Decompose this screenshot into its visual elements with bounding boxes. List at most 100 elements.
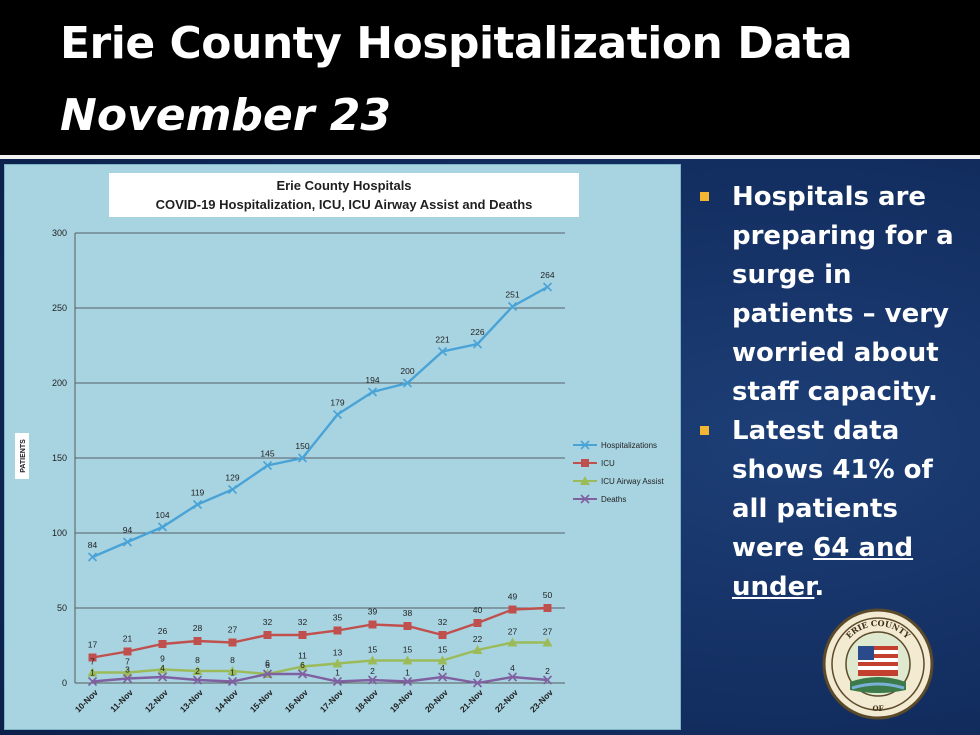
y-tick-label: 250 — [52, 303, 67, 313]
data-point — [193, 637, 202, 645]
series-line — [92, 641, 548, 676]
data-point — [332, 676, 343, 687]
data-point — [402, 655, 413, 665]
bullet-marker-icon — [700, 426, 709, 435]
x-tick-label: 23-Nov — [528, 687, 555, 714]
data-point — [87, 676, 98, 687]
x-tick-label: 20-Nov — [423, 687, 450, 714]
data-label: 4 — [440, 663, 445, 673]
data-point — [262, 460, 273, 471]
data-point — [438, 631, 447, 639]
data-label: 4 — [160, 663, 165, 673]
data-label: 17 — [88, 640, 98, 650]
data-point — [437, 346, 448, 357]
data-label: 8 — [230, 655, 235, 665]
y-tick-label: 150 — [52, 453, 67, 463]
x-tick-label: 16-Nov — [283, 687, 310, 714]
bullet-marker-icon — [700, 192, 709, 201]
data-point — [367, 387, 378, 397]
data-label: 32 — [298, 617, 308, 627]
data-label: 1 — [335, 668, 340, 678]
data-point — [507, 672, 518, 682]
legend-marker — [580, 494, 590, 504]
data-label: 264 — [540, 270, 554, 280]
data-label: 49 — [508, 592, 518, 602]
data-point — [192, 675, 203, 685]
line-chart: Erie County Hospitals COVID-19 Hospitali… — [15, 173, 664, 714]
data-label: 119 — [191, 488, 205, 498]
data-point — [473, 619, 482, 627]
bullet-text: Latest data shows 41% of all patients we… — [732, 416, 933, 563]
data-label: 27 — [228, 625, 238, 635]
data-label: 8 — [195, 655, 200, 665]
data-point — [157, 664, 168, 674]
x-tick-label: 17-Nov — [318, 687, 345, 714]
y-tick-label: 300 — [52, 228, 67, 238]
data-point — [227, 666, 238, 675]
y-tick-label: 100 — [52, 528, 67, 538]
data-point — [192, 666, 203, 675]
data-label: 7 — [125, 657, 130, 667]
bullet-text-end: . — [814, 572, 825, 602]
data-point — [332, 409, 343, 420]
bullet-list: Hospitals are preparing for a surge in p… — [700, 178, 975, 607]
data-point — [543, 604, 552, 612]
erie-county-seal-icon: ERIE COUNTY OF — [822, 608, 934, 720]
data-point — [123, 647, 132, 656]
data-point — [507, 637, 518, 647]
data-point — [228, 638, 237, 647]
data-point — [507, 301, 518, 312]
y-tick-label: 0 — [62, 678, 67, 688]
x-tick-label: 13-Nov — [178, 687, 205, 714]
data-label: 251 — [505, 290, 519, 300]
y-tick-label: 200 — [52, 378, 67, 388]
data-label: 15 — [438, 645, 448, 655]
data-point — [262, 669, 273, 679]
data-label: 221 — [435, 335, 449, 345]
data-point — [122, 667, 133, 677]
data-label: 84 — [88, 540, 98, 550]
data-label: 15 — [403, 645, 413, 655]
series-line — [92, 672, 548, 685]
x-tick-label: 22-Nov — [493, 687, 520, 714]
chart-title-box — [109, 173, 579, 217]
data-label: 2 — [370, 666, 375, 676]
data-label: 150 — [295, 441, 309, 451]
data-label: 4 — [510, 663, 515, 673]
data-label: 179 — [330, 398, 344, 408]
data-label: 226 — [470, 327, 484, 337]
data-label: 21 — [123, 634, 133, 644]
bullet-item: Hospitals are preparing for a surge in p… — [700, 178, 975, 412]
data-point — [227, 484, 238, 495]
data-label: 32 — [263, 617, 273, 627]
data-label: 200 — [400, 366, 414, 376]
x-tick-label: 12-Nov — [143, 687, 170, 714]
data-label: 145 — [260, 449, 274, 459]
data-point — [227, 676, 238, 687]
x-tick-label: 18-Nov — [353, 687, 380, 714]
data-point — [472, 339, 483, 349]
data-label: 27 — [543, 627, 553, 637]
legend-label: Hospitalizations — [601, 441, 657, 450]
data-label: 50 — [543, 590, 553, 600]
data-point — [403, 622, 412, 630]
data-point — [192, 499, 203, 510]
data-point — [157, 522, 168, 532]
legend-marker — [581, 459, 589, 467]
data-label: 28 — [193, 623, 203, 633]
data-point — [368, 620, 377, 629]
data-point — [298, 631, 307, 639]
data-label: 11 — [298, 651, 307, 661]
legend-label: Deaths — [601, 495, 626, 504]
data-point — [122, 537, 133, 547]
data-point — [332, 658, 343, 668]
data-label: 1 — [230, 668, 235, 678]
data-label: 2 — [195, 666, 200, 676]
x-tick-label: 10-Nov — [73, 687, 100, 714]
data-point — [297, 669, 308, 679]
data-point — [367, 655, 378, 665]
x-tick-label: 21-Nov — [458, 687, 485, 714]
data-label: 0 — [475, 669, 480, 679]
data-point — [297, 453, 308, 463]
data-point — [297, 661, 308, 671]
